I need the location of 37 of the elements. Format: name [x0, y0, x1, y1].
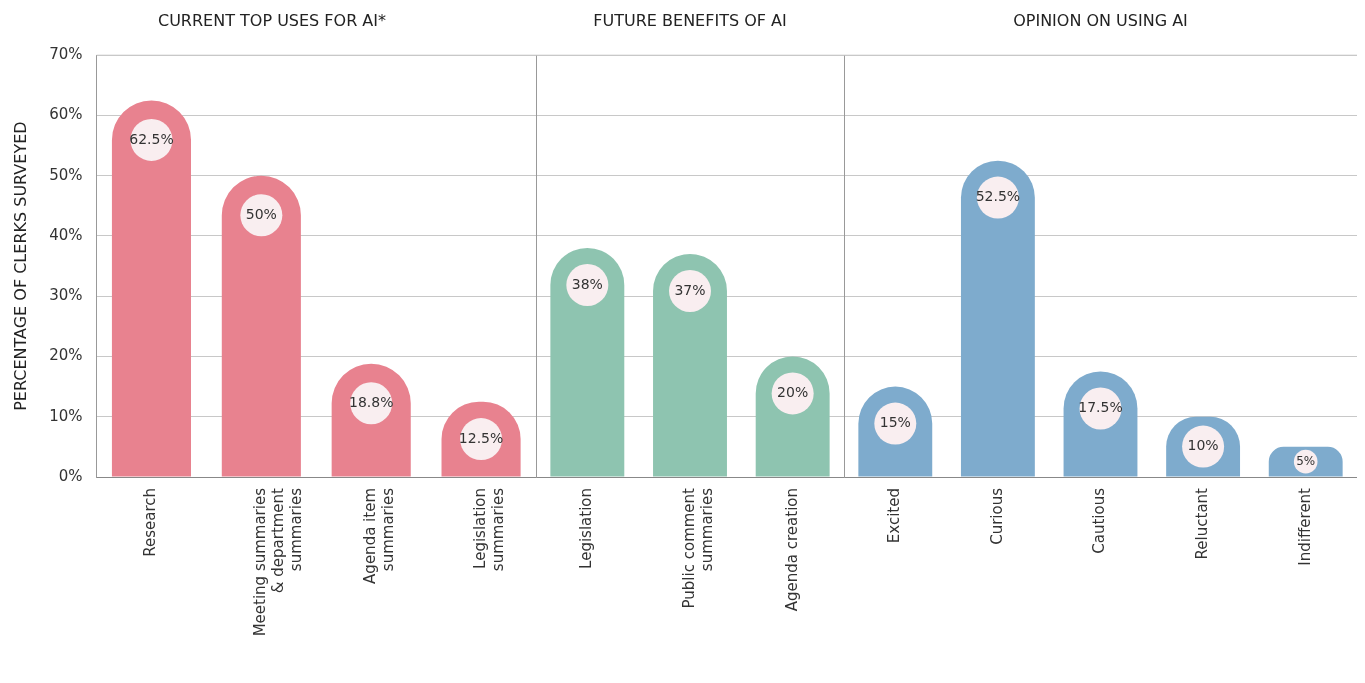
data-label: 50%	[245, 205, 277, 222]
y-tick-label: 50%	[49, 165, 83, 184]
data-label: 12.5%	[458, 429, 504, 446]
data-label: 15%	[879, 414, 911, 431]
y-tick-label: 0%	[58, 466, 83, 485]
x-tick-label: Indifferent	[1295, 487, 1314, 566]
y-tick-label: 70%	[49, 45, 83, 64]
x-tick-label: Meeting summaries & department summaries	[251, 487, 306, 637]
chart-title: OPINION ON USING AI	[1013, 10, 1188, 30]
x-tick-label: Cautious	[1090, 487, 1109, 554]
y-tick-label: 30%	[49, 286, 83, 305]
x-tick-label: Excited	[885, 488, 904, 544]
x-tick-label: Legislation summaries	[470, 487, 507, 572]
data-label: 5%	[1296, 453, 1316, 468]
chart-title: CURRENT TOP USES FOR AI*	[157, 10, 387, 30]
data-label: 62.5%	[129, 130, 174, 147]
data-label: 17.5%	[1078, 399, 1123, 416]
bar	[111, 100, 192, 477]
y-tick-label: 60%	[49, 105, 83, 124]
data-label: 37%	[674, 281, 706, 298]
x-tick-label: Public comment summaries	[679, 487, 716, 609]
x-tick-label: Research	[141, 488, 160, 557]
x-tick-label: Reluctant	[1192, 487, 1211, 560]
data-label: 18.8%	[348, 393, 394, 410]
x-tick-label: Agenda creation	[782, 488, 801, 612]
data-label: 38%	[571, 275, 603, 292]
y-axis-title: PERCENTAGE OF CLERKS SURVEYED	[10, 121, 30, 411]
data-label: 10%	[1187, 437, 1219, 454]
bar	[960, 160, 1035, 477]
y-tick-label: 20%	[49, 346, 83, 365]
bar	[221, 175, 301, 477]
x-tick-label: Curious	[987, 487, 1006, 545]
chart-title: FUTURE BENEFITS OF AI	[593, 10, 787, 30]
data-label: 20%	[777, 384, 809, 401]
y-tick-label: 10%	[49, 406, 83, 425]
y-tick-label: 40%	[49, 225, 83, 244]
x-tick-label: Legislation	[577, 488, 596, 569]
